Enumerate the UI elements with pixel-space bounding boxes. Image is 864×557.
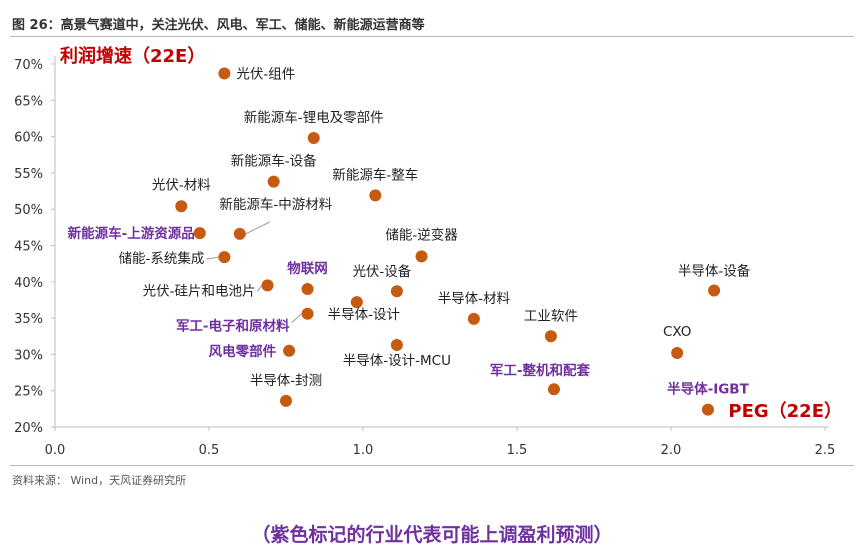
data-point: [175, 200, 188, 213]
data-point: [301, 307, 314, 320]
highlight-note: （紫色标记的行业代表可能上调盈利预测）: [251, 524, 613, 546]
data-point: [415, 250, 428, 263]
data-point: [280, 394, 292, 407]
point-label: 新能源车-整车: [332, 166, 418, 183]
point-label: 储能-逆变器: [385, 227, 458, 243]
data-point: [283, 344, 296, 357]
point-label: 光伏-组件: [236, 66, 295, 82]
data-point: [390, 338, 403, 351]
chart-axes: 20% 25% 30% 35% 40% 45% 50% 55% 60% 65% 70% 0.0 0.5 1…: [14, 56, 835, 458]
y-tick-label: 25%: [14, 385, 43, 400]
point-label: 风电零部件: [209, 343, 277, 360]
data-point: [544, 330, 557, 343]
y-tick-label: 30%: [14, 348, 43, 363]
point-label: 光伏-设备: [352, 263, 411, 280]
point-label: 储能-系统集成: [119, 251, 205, 267]
data-point: [701, 403, 714, 416]
y-tick-label: 65%: [14, 94, 43, 109]
y-tick-label: 70%: [14, 58, 43, 73]
leader-line: [257, 285, 262, 292]
point-label: 半导体-设计: [328, 307, 400, 323]
point-label: 新能源车-设备: [231, 153, 317, 170]
y-tick-label: 60%: [14, 131, 43, 146]
point-label: 半导体-封测: [250, 373, 322, 389]
y-tick-label: 50%: [14, 203, 43, 218]
leader-line: [291, 313, 302, 324]
data-point: [467, 312, 480, 325]
x-tick-label: 0.5: [199, 443, 220, 458]
y-tick-label: 20%: [14, 421, 43, 436]
top-divider: [10, 36, 854, 37]
point-label: 军工-电子和原材料: [176, 318, 290, 335]
figure-title: 图 26：高景气赛道中，关注光伏、风电、军工、储能、新能源运营商等: [12, 18, 425, 33]
point-labels: 光伏-组件新能源车-锂电及零部件新能源车-设备新能源车-整车光伏-材料新能源车-…: [68, 66, 751, 397]
y-tick-label: 45%: [14, 240, 43, 255]
point-label: 新能源车-锂电及零部件: [244, 109, 384, 126]
x-tick-label: 2.5: [815, 443, 836, 458]
point-label: 半导体-设计-MCU: [343, 353, 451, 369]
x-tick-label: 0.0: [45, 443, 66, 458]
data-point: [267, 175, 280, 188]
point-label: 光伏-硅片和电池片: [143, 283, 256, 299]
point-label: 新能源车-中游材料: [219, 196, 332, 213]
leader-line: [206, 256, 219, 260]
data-points: [175, 67, 721, 416]
bottom-divider: [10, 465, 854, 466]
point-label: 半导体-设备: [678, 263, 751, 280]
leader-line: [245, 221, 271, 235]
y-axis-title: 利润增速（22E）: [60, 45, 205, 67]
source-note: 资料来源： Wind，天风证券研究所: [12, 474, 187, 487]
data-point: [390, 285, 403, 298]
point-label: 物联网: [287, 260, 328, 277]
x-tick-label: 1.5: [507, 443, 528, 458]
data-point: [218, 251, 231, 264]
leader-lines: [206, 221, 302, 324]
point-label: 军工-整机和配套: [490, 362, 591, 379]
point-label: 工业软件: [524, 308, 578, 324]
x-tick-label: 1.0: [353, 443, 374, 458]
data-point: [350, 296, 363, 309]
point-label: 光伏-材料: [152, 177, 211, 193]
data-point: [671, 346, 684, 359]
data-point: [193, 227, 206, 240]
y-tick-label: 40%: [14, 276, 43, 291]
data-point: [218, 67, 231, 80]
data-point: [307, 132, 320, 145]
x-tick-label: 2.0: [661, 443, 682, 458]
y-tick-label: 55%: [14, 167, 43, 182]
x-axis-title: PEG（22E）: [728, 401, 842, 422]
data-point: [261, 279, 274, 292]
data-point: [708, 284, 721, 297]
data-point: [301, 283, 314, 296]
point-label: 半导体-材料: [438, 291, 511, 307]
data-point: [369, 189, 382, 202]
point-label: 半导体-IGBT: [667, 381, 749, 398]
y-tick-label: 35%: [14, 312, 43, 327]
data-point: [233, 227, 246, 240]
point-label: 新能源车-上游资源品: [68, 225, 195, 242]
point-label: CXO: [663, 324, 691, 340]
data-point: [547, 383, 560, 396]
